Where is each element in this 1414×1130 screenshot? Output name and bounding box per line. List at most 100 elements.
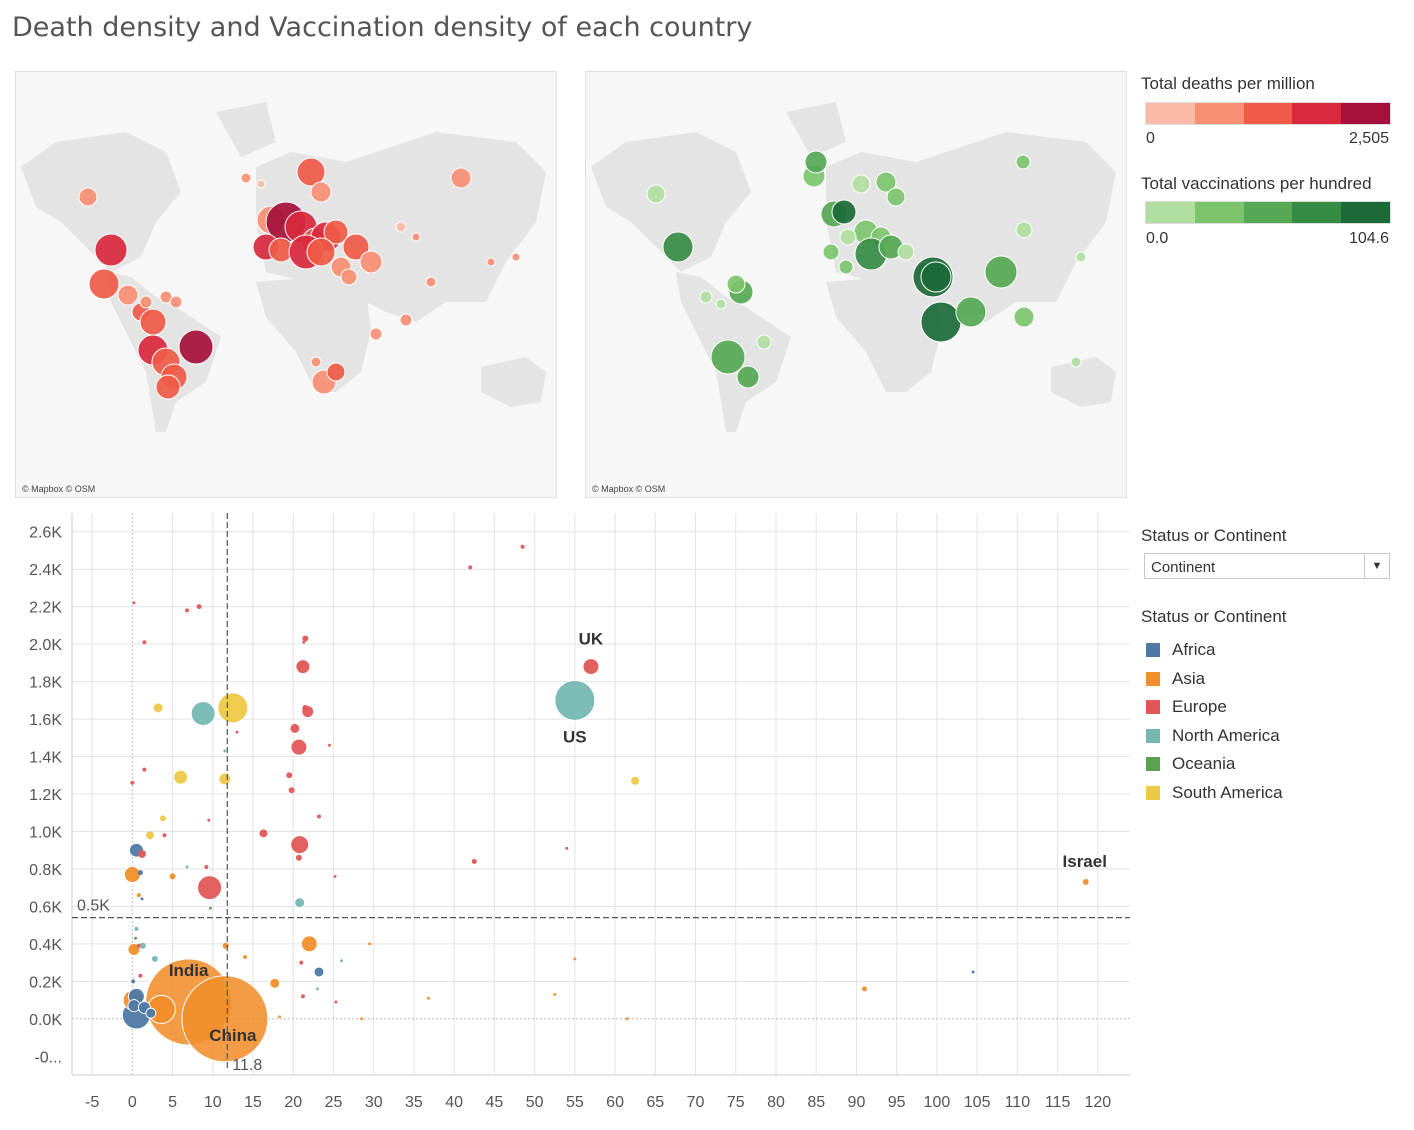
country-point[interactable] — [181, 975, 269, 1063]
country-bubble[interactable] — [875, 171, 897, 193]
country-point[interactable] — [861, 986, 867, 992]
country-bubble[interactable] — [886, 187, 906, 207]
country-bubble[interactable] — [715, 298, 727, 310]
country-point[interactable] — [302, 635, 309, 642]
country-bubble[interactable] — [822, 243, 840, 261]
country-point[interactable] — [302, 640, 306, 644]
country-bubble[interactable] — [920, 261, 952, 293]
country-point[interactable] — [137, 870, 143, 876]
country-point[interactable] — [204, 865, 209, 870]
country-point[interactable] — [138, 973, 143, 978]
country-point[interactable] — [123, 866, 141, 884]
country-point[interactable] — [971, 970, 975, 974]
country-point[interactable] — [190, 700, 216, 726]
country-point[interactable] — [295, 659, 311, 675]
country-bubble[interactable] — [369, 327, 383, 341]
country-point[interactable] — [145, 1007, 157, 1019]
country-point[interactable] — [137, 849, 146, 858]
country-point[interactable] — [242, 954, 247, 959]
country-bubble[interactable] — [306, 237, 336, 267]
country-point[interactable] — [185, 865, 189, 869]
country-point[interactable] — [299, 960, 304, 965]
country-point[interactable] — [136, 893, 141, 898]
country-point[interactable] — [290, 835, 310, 855]
country-bubble[interactable] — [296, 157, 326, 187]
country-point[interactable] — [162, 833, 167, 838]
country-bubble[interactable] — [1015, 221, 1033, 239]
country-bubble[interactable] — [139, 295, 153, 309]
country-bubble[interactable] — [342, 233, 370, 261]
country-point[interactable] — [1082, 879, 1089, 886]
country-bubble[interactable] — [88, 268, 120, 300]
country-point[interactable] — [290, 738, 308, 756]
country-point[interactable] — [360, 1017, 364, 1021]
country-bubble[interactable] — [897, 243, 915, 261]
country-point[interactable] — [269, 977, 281, 989]
country-bubble[interactable] — [662, 231, 694, 263]
scatter-plot[interactable]: -5 0 5 10 15 20 25 30 35 40 45 50 55 60 65 70 75 80 85 90 95… — [0, 505, 1140, 1125]
country-point[interactable] — [142, 640, 147, 645]
country-point[interactable] — [286, 772, 293, 779]
country-point[interactable] — [131, 979, 136, 984]
country-point[interactable] — [295, 854, 302, 861]
country-bubble[interactable] — [726, 274, 746, 294]
country-point[interactable] — [169, 873, 176, 880]
country-bubble[interactable] — [78, 187, 98, 207]
country-bubble[interactable] — [117, 284, 139, 306]
country-bubble[interactable] — [955, 296, 987, 328]
country-point[interactable] — [315, 987, 319, 991]
country-bubble[interactable] — [323, 219, 349, 245]
country-point[interactable] — [565, 846, 569, 850]
country-bubble[interactable] — [851, 174, 871, 194]
country-bubble[interactable] — [399, 313, 413, 327]
country-bubble[interactable] — [699, 290, 713, 304]
country-bubble[interactable] — [155, 374, 181, 400]
country-point[interactable] — [196, 604, 202, 610]
vaccinations-map-marks[interactable] — [586, 72, 1126, 497]
country-bubble[interactable] — [511, 252, 521, 262]
country-bubble[interactable] — [359, 250, 383, 274]
country-point[interactable] — [573, 957, 577, 961]
deaths-map-marks[interactable] — [16, 72, 556, 497]
country-point[interactable] — [625, 1017, 629, 1021]
country-bubble[interactable] — [984, 255, 1018, 289]
legend-item-asia[interactable]: Asia — [1146, 665, 1283, 694]
country-point[interactable] — [140, 897, 144, 901]
continent-filter-dropdown[interactable]: Continent ▼ — [1144, 553, 1390, 579]
country-point[interactable] — [300, 994, 305, 999]
country-point[interactable] — [134, 926, 139, 931]
country-point[interactable] — [235, 730, 239, 734]
country-point[interactable] — [139, 942, 146, 949]
country-point[interactable] — [327, 743, 331, 747]
country-point[interactable] — [130, 780, 135, 785]
country-bubble[interactable] — [804, 150, 828, 174]
country-bubble[interactable] — [340, 268, 358, 286]
country-point[interactable] — [340, 959, 344, 963]
country-bubble[interactable] — [139, 308, 167, 336]
country-point[interactable] — [259, 829, 268, 838]
country-point[interactable] — [468, 565, 473, 570]
country-bubble[interactable] — [310, 356, 322, 368]
country-point[interactable] — [142, 767, 147, 772]
country-point[interactable] — [151, 955, 158, 962]
country-point[interactable] — [520, 544, 525, 549]
country-point[interactable] — [173, 769, 189, 785]
color-legend[interactable]: Africa Asia Europe North America Oceania Sout… — [1146, 636, 1283, 807]
legend-item-africa[interactable]: Africa — [1146, 636, 1283, 665]
vaccinations-map[interactable]: © Mapbox © OSM — [585, 71, 1127, 498]
country-bubble[interactable] — [395, 221, 407, 233]
country-point[interactable] — [317, 814, 322, 819]
country-point[interactable] — [217, 692, 249, 724]
country-point[interactable] — [207, 818, 211, 822]
legend-item-south-america[interactable]: South America — [1146, 779, 1283, 808]
country-point[interactable] — [136, 943, 141, 948]
country-bubble[interactable] — [169, 295, 183, 309]
country-point[interactable] — [300, 935, 318, 953]
country-bubble[interactable] — [425, 276, 437, 288]
country-bubble[interactable] — [1013, 306, 1035, 328]
country-bubble[interactable] — [256, 179, 266, 189]
country-bubble[interactable] — [1015, 154, 1031, 170]
country-point[interactable] — [313, 966, 325, 978]
country-point[interactable] — [333, 874, 337, 878]
country-point[interactable] — [631, 776, 640, 785]
